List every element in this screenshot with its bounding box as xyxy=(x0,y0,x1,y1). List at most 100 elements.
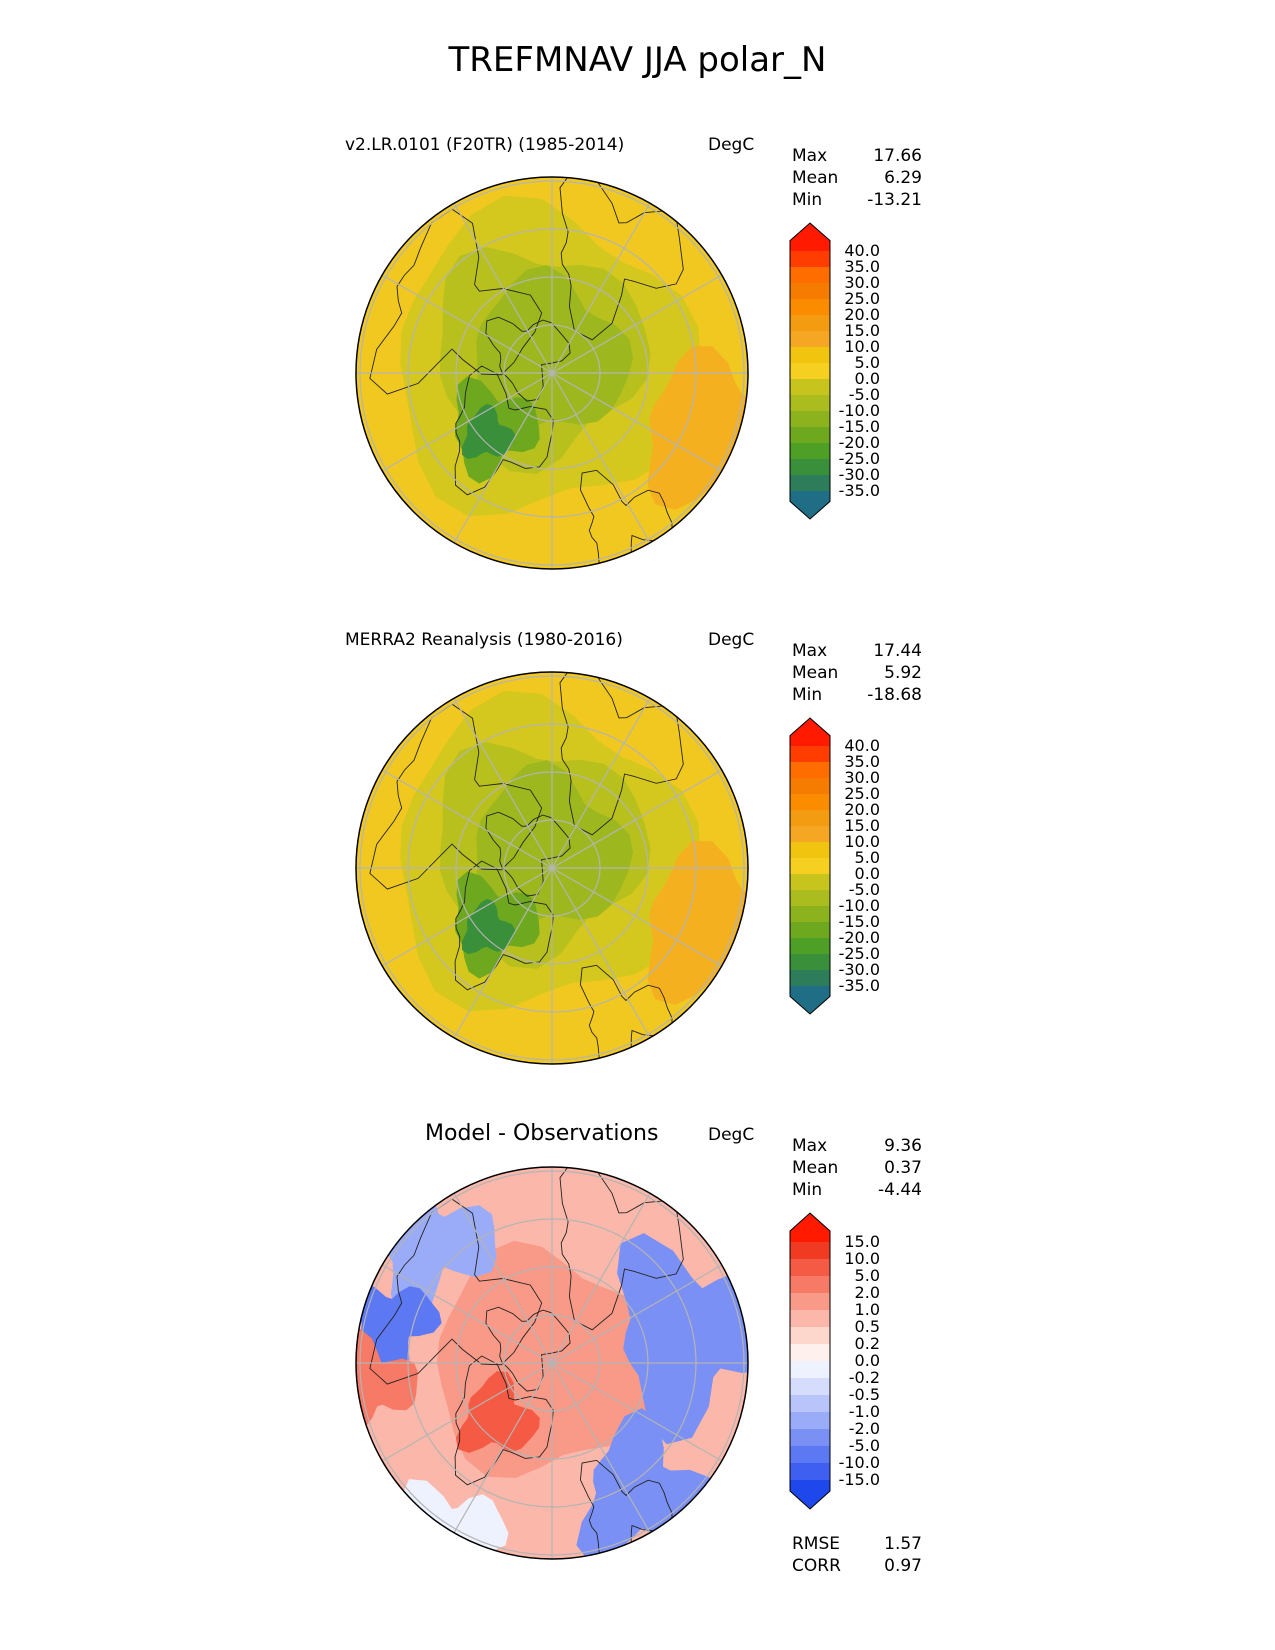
meridian-line xyxy=(381,1264,723,1462)
colorbar-tick-label: -20.0 xyxy=(839,928,880,947)
colorbar-tick-label: 0.0 xyxy=(855,369,880,388)
colorbar-tick-label: 30.0 xyxy=(844,273,880,292)
colorbar-cap xyxy=(790,491,830,519)
metric-label: RMSE xyxy=(792,1534,841,1554)
stat-value: 17.44 xyxy=(873,641,922,661)
colorbar-tick-label: 25.0 xyxy=(844,784,880,803)
map-border xyxy=(355,1166,749,1560)
map-border xyxy=(355,671,749,1065)
map-field xyxy=(356,1167,748,1559)
metrics-box: RMSE 1.57 CORR 0.97 xyxy=(792,1533,922,1577)
coastline xyxy=(454,1355,554,1486)
colorbar-tick-label: 2.0 xyxy=(855,1283,880,1302)
colorbar-outline xyxy=(789,717,831,1015)
stats-box: Max 9.36 Mean 0.37 Min -4.44 xyxy=(792,1135,922,1201)
coastline xyxy=(559,1167,684,1331)
colorbar-tick-label: -20.0 xyxy=(839,433,880,452)
colorbar-tick-label: -2.0 xyxy=(849,1419,880,1438)
stat-value: 0.37 xyxy=(884,1158,922,1178)
colorbar-segment xyxy=(790,459,830,476)
colorbar-segment xyxy=(790,411,830,428)
polar-map xyxy=(355,671,749,1065)
map-field xyxy=(356,672,748,1064)
colorbar-tick-label: 10.0 xyxy=(844,1249,880,1268)
colorbar-segment xyxy=(790,1276,830,1294)
map-field xyxy=(356,177,748,569)
polar-map xyxy=(355,176,749,570)
colorbar-segment xyxy=(790,778,830,795)
coastline xyxy=(485,1306,571,1392)
polar-map xyxy=(355,1166,749,1560)
stat-value: 6.29 xyxy=(884,168,922,188)
colorbar-tick-label: 1.0 xyxy=(855,1300,880,1319)
colorbar-tick-label: -0.2 xyxy=(849,1368,880,1387)
stat-value: -18.68 xyxy=(867,685,922,705)
colorbar-segment xyxy=(790,347,830,364)
stat-label: Min xyxy=(792,190,823,210)
colorbar-tick-label: 0.5 xyxy=(855,1317,880,1336)
colorbar-segment xyxy=(790,283,830,300)
colorbar: 40.035.030.025.020.015.010.05.00.0-5.0-1… xyxy=(789,222,880,520)
colorbar-tick-label: -35.0 xyxy=(839,481,880,500)
colorbar-tick-label: 40.0 xyxy=(844,241,880,260)
panel-obs: MERRA2 Reanalysis (1980-2016) DegC Max 17… xyxy=(0,630,1275,1110)
stats-box: Max 17.44 Mean 5.92 Min -18.68 xyxy=(792,640,922,706)
colorbar-segment xyxy=(790,826,830,843)
colorbar-segment xyxy=(790,475,830,492)
colorbar-segment xyxy=(790,1242,830,1260)
coastline xyxy=(369,703,543,890)
colorbar-tick-label: 5.0 xyxy=(855,353,880,372)
panel-title: Model - Observations xyxy=(425,1121,659,1146)
colorbar-tick-label: 0.0 xyxy=(855,1351,880,1370)
field-region xyxy=(356,1280,442,1379)
colorbar-tick-label: -30.0 xyxy=(839,960,880,979)
stat-label: Max xyxy=(792,641,828,661)
colorbar-tick-label: -5.0 xyxy=(849,385,880,404)
coastline xyxy=(579,964,673,1064)
colorbar-segment xyxy=(790,251,830,268)
panel-title: v2.LR.0101 (F20TR) (1985-2014) xyxy=(345,135,625,155)
colorbar-tick-label: 25.0 xyxy=(844,289,880,308)
colorbar-cap xyxy=(790,718,830,746)
coastline xyxy=(485,316,571,402)
stat-value: 17.66 xyxy=(873,146,922,166)
colorbar-tick-label: 20.0 xyxy=(844,800,880,819)
colorbar-tick-label: 0.0 xyxy=(855,864,880,883)
colorbar-tick-label: -15.0 xyxy=(839,417,880,436)
stat-label: Max xyxy=(792,1136,828,1156)
colorbar-segment xyxy=(790,267,830,284)
coastline xyxy=(559,672,684,836)
colorbar-segment xyxy=(790,299,830,316)
stat-label: Min xyxy=(792,685,823,705)
colorbar-cap xyxy=(790,1213,830,1242)
colorbar: 15.010.05.02.01.00.50.20.0-0.2-0.5-1.0-2… xyxy=(789,1212,880,1510)
colorbar-segment xyxy=(790,890,830,907)
colorbar-tick-label: -10.0 xyxy=(839,896,880,915)
colorbar-segment xyxy=(790,906,830,923)
coastline xyxy=(579,1459,673,1559)
stats-box: Max 17.66 Mean 6.29 Min -13.21 xyxy=(792,145,922,211)
colorbar-segment xyxy=(790,1463,830,1481)
colorbar-tick-label: -10.0 xyxy=(839,1453,880,1472)
colorbar-segment xyxy=(790,1259,830,1277)
colorbar-tick-label: 15.0 xyxy=(844,1232,880,1251)
stat-label: Min xyxy=(792,1180,823,1200)
field-region xyxy=(455,1371,540,1453)
units-label: DegC xyxy=(708,630,755,650)
coastline xyxy=(579,469,673,569)
colorbar-tick-label: -35.0 xyxy=(839,976,880,995)
stat-value: -13.21 xyxy=(867,190,922,210)
colorbar-tick-label: -25.0 xyxy=(839,944,880,963)
stat-label: Mean xyxy=(792,1158,839,1178)
metric-value: 1.57 xyxy=(884,1534,922,1554)
colorbar-segment xyxy=(790,810,830,827)
coastline xyxy=(454,860,554,991)
colorbar-segment xyxy=(790,874,830,891)
colorbar-segment xyxy=(790,395,830,412)
colorbar-segment xyxy=(790,1310,830,1328)
colorbar-segment xyxy=(790,1412,830,1430)
colorbar-tick-label: -15.0 xyxy=(839,912,880,931)
map-border xyxy=(355,176,749,570)
colorbar-outline xyxy=(789,222,831,520)
colorbar-tick-label: -5.0 xyxy=(849,1436,880,1455)
